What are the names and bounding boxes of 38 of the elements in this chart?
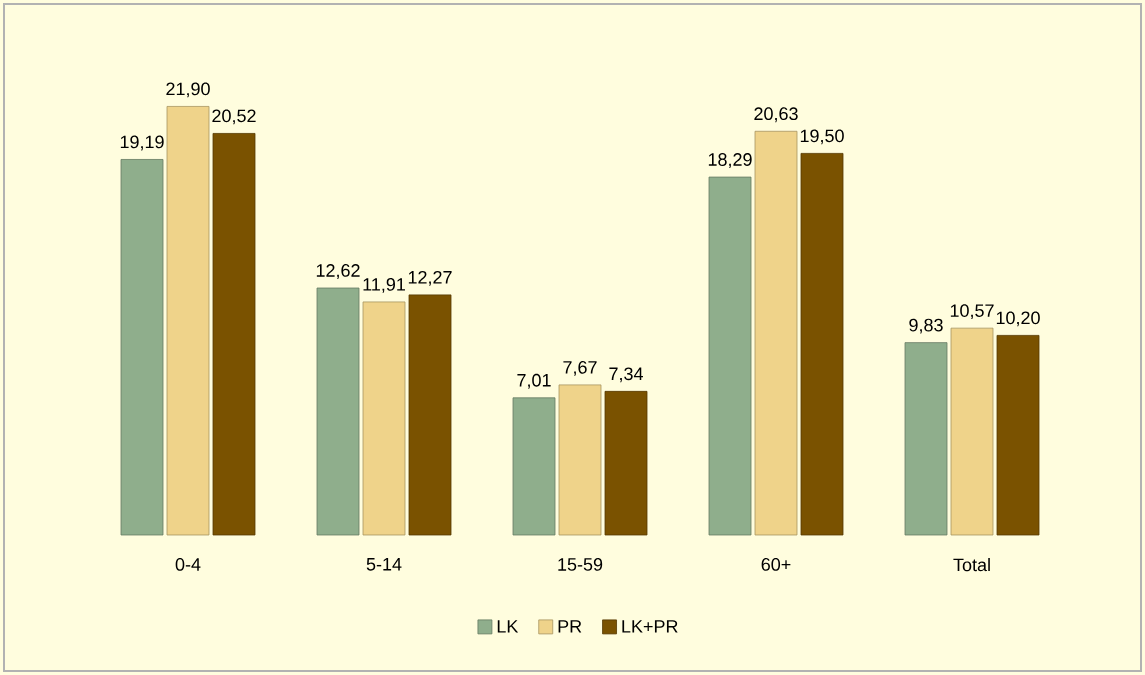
bar	[166, 106, 210, 536]
bar	[316, 287, 360, 536]
data-label: 20,63	[754, 107, 798, 123]
legend-label: LK	[497, 620, 519, 633]
x-tick-label: 60+	[761, 558, 791, 571]
bar	[904, 342, 948, 536]
x-tick-label: 0-4	[175, 558, 201, 571]
data-label: 10,57	[950, 304, 994, 320]
data-label: 18,29	[708, 153, 752, 168]
bar	[604, 390, 648, 536]
data-label: 10,20	[996, 311, 1040, 327]
bar	[212, 133, 256, 536]
bar	[408, 294, 452, 536]
data-label: 12,62	[316, 264, 360, 279]
bar	[512, 397, 556, 536]
data-label: 7,67	[563, 360, 597, 376]
bar	[120, 159, 164, 536]
bar	[950, 327, 994, 536]
data-label: 21,90	[166, 82, 210, 98]
bar	[996, 334, 1040, 536]
bar	[708, 176, 752, 536]
bar	[800, 152, 844, 536]
data-label: 9,83	[909, 318, 943, 334]
data-label: 19,50	[800, 129, 844, 145]
data-label: 19,19	[120, 135, 164, 151]
bar	[558, 384, 602, 536]
data-label: 7,01	[517, 373, 551, 389]
x-tick-label: Total	[953, 558, 990, 572]
data-label: 11,91	[363, 277, 405, 293]
data-label: 20,52	[212, 109, 256, 125]
data-label: 7,34	[609, 367, 643, 383]
legend-label: PR	[558, 620, 582, 633]
bar	[754, 130, 798, 536]
bar	[362, 301, 406, 536]
x-tick-label: 5-14	[366, 558, 402, 571]
x-tick-label: 15-59	[558, 558, 603, 571]
legend-label: LK+PR	[622, 620, 678, 633]
data-label: 12,27	[408, 270, 452, 286]
